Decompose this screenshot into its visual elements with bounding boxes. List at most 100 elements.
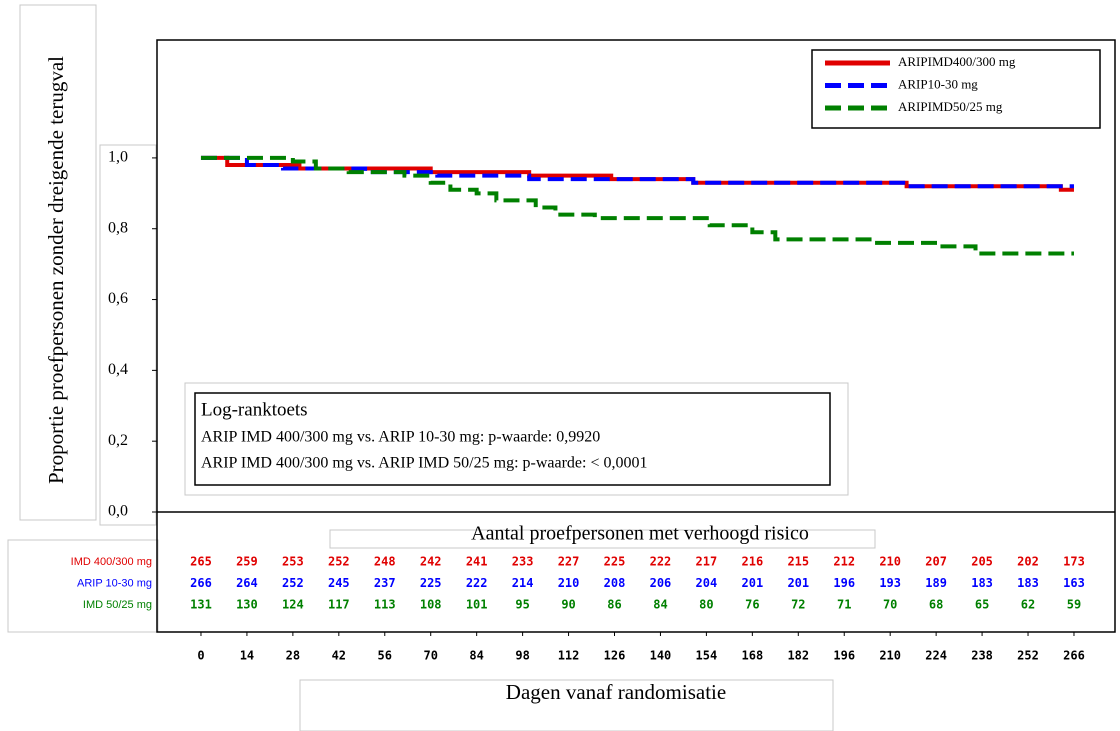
- x-tick-label: 238: [971, 649, 993, 663]
- survival-curve: [200, 155, 1074, 189]
- risk-count: 222: [466, 576, 488, 590]
- risk-count: 225: [604, 555, 626, 569]
- label-box: [99, 144, 157, 526]
- y-tick-label: 0,2: [108, 432, 128, 449]
- risk-row-label: IMD 50/25 mg: [83, 599, 152, 611]
- risk-count: 264: [236, 576, 258, 590]
- annotation-text: ARIP IMD 400/300 mg vs. ARIP 10-30 mg: p…: [201, 429, 600, 446]
- x-tick-label: 0: [197, 649, 204, 663]
- risk-count: 124: [282, 598, 304, 612]
- risk-count: 130: [236, 598, 258, 612]
- y-tick-label: 0,0: [108, 503, 128, 520]
- risk-count: 95: [515, 598, 529, 612]
- risk-count: 59: [1067, 598, 1081, 612]
- risk-count: 72: [791, 598, 805, 612]
- x-tick-label: 14: [240, 649, 254, 663]
- risk-count: 117: [328, 598, 350, 612]
- y-axis-title: Proportie proefpersonen zonder dreigende…: [44, 56, 68, 484]
- annotation-text: ARIP IMD 400/300 mg vs. ARIP IMD 50/25 m…: [201, 455, 648, 472]
- x-tick-label: 168: [742, 649, 764, 663]
- y-tick-label: 0,8: [108, 219, 128, 236]
- x-tick-label: 154: [696, 649, 718, 663]
- risk-count: 242: [420, 555, 442, 569]
- x-tick-label: 56: [378, 649, 392, 663]
- x-tick-label: 28: [286, 649, 300, 663]
- risk-count: 71: [837, 598, 851, 612]
- risk-count: 225: [420, 576, 442, 590]
- x-tick-label: 140: [650, 649, 672, 663]
- risk-count: 80: [699, 598, 713, 612]
- risk-count: 76: [745, 598, 759, 612]
- risk-count: 215: [787, 555, 809, 569]
- x-tick-label: 112: [558, 649, 580, 663]
- x-tick-label: 210: [879, 649, 901, 663]
- risk-count: 253: [282, 555, 304, 569]
- risk-count: 196: [833, 576, 855, 590]
- x-tick-label: 224: [925, 649, 947, 663]
- risk-count: 259: [236, 555, 258, 569]
- annotation-box: [194, 392, 831, 486]
- risk-count: 101: [466, 598, 488, 612]
- risk-count: 205: [971, 555, 993, 569]
- label-box: [7, 539, 159, 633]
- legend-label: ARIP10-30 mg: [898, 76, 978, 91]
- risk-count: 241: [466, 555, 488, 569]
- risk-count: 266: [190, 576, 212, 590]
- risk-count: 210: [558, 576, 580, 590]
- risk-count: 113: [374, 598, 396, 612]
- risk-count: 265: [190, 555, 212, 569]
- risk-count: 183: [971, 576, 993, 590]
- risk-count: 90: [561, 598, 575, 612]
- x-tick-label: 266: [1063, 649, 1085, 663]
- x-tick-label: 84: [469, 649, 483, 663]
- risk-count: 68: [929, 598, 943, 612]
- x-axis-title: Dagen vanaf randomisatie: [506, 680, 726, 704]
- risk-count: 173: [1063, 555, 1085, 569]
- risk-count: 233: [512, 555, 534, 569]
- risk-row-label: IMD 400/300 mg: [71, 556, 152, 568]
- annotation-title: Log-ranktoets: [201, 399, 308, 420]
- plot-frame: [156, 39, 1116, 633]
- risk-count: 202: [1017, 555, 1039, 569]
- risk-count: 252: [282, 576, 304, 590]
- risk-count: 163: [1063, 576, 1085, 590]
- risk-table-title: Aantal proefpersonen met verhoogd risico: [471, 523, 809, 545]
- x-tick-label: 98: [515, 649, 529, 663]
- risk-count: 204: [696, 576, 718, 590]
- risk-count: 201: [742, 576, 764, 590]
- risk-count: 65: [975, 598, 989, 612]
- risk-count: 227: [558, 555, 580, 569]
- risk-count: 193: [879, 576, 901, 590]
- risk-count: 212: [833, 555, 855, 569]
- x-tick-label: 182: [787, 649, 809, 663]
- label-box: [19, 4, 97, 521]
- x-tick-label: 196: [833, 649, 855, 663]
- risk-count: 252: [328, 555, 350, 569]
- risk-count: 210: [879, 555, 901, 569]
- risk-row-label: ARIP 10-30 mg: [77, 577, 152, 589]
- risk-count: 62: [1021, 598, 1035, 612]
- risk-count: 208: [604, 576, 626, 590]
- risk-count: 206: [650, 576, 672, 590]
- y-tick-label: 1,0: [108, 149, 128, 166]
- x-tick-label: 252: [1017, 649, 1039, 663]
- risk-count: 86: [607, 598, 621, 612]
- risk-count: 216: [742, 555, 764, 569]
- risk-count: 189: [925, 576, 947, 590]
- risk-count: 222: [650, 555, 672, 569]
- risk-count: 108: [420, 598, 442, 612]
- risk-count: 131: [190, 598, 212, 612]
- risk-count: 84: [653, 598, 667, 612]
- legend-label: ARIPIMD50/25 mg: [898, 99, 1003, 114]
- risk-count: 70: [883, 598, 897, 612]
- risk-count: 201: [787, 576, 809, 590]
- label-box: [184, 382, 849, 496]
- y-tick-label: 0,4: [108, 361, 128, 378]
- x-tick-label: 70: [423, 649, 437, 663]
- x-tick-label: 126: [604, 649, 626, 663]
- label-box: [299, 679, 834, 731]
- legend-label: ARIPIMD400/300 mg: [898, 54, 1016, 69]
- risk-count: 207: [925, 555, 947, 569]
- risk-count: 245: [328, 576, 350, 590]
